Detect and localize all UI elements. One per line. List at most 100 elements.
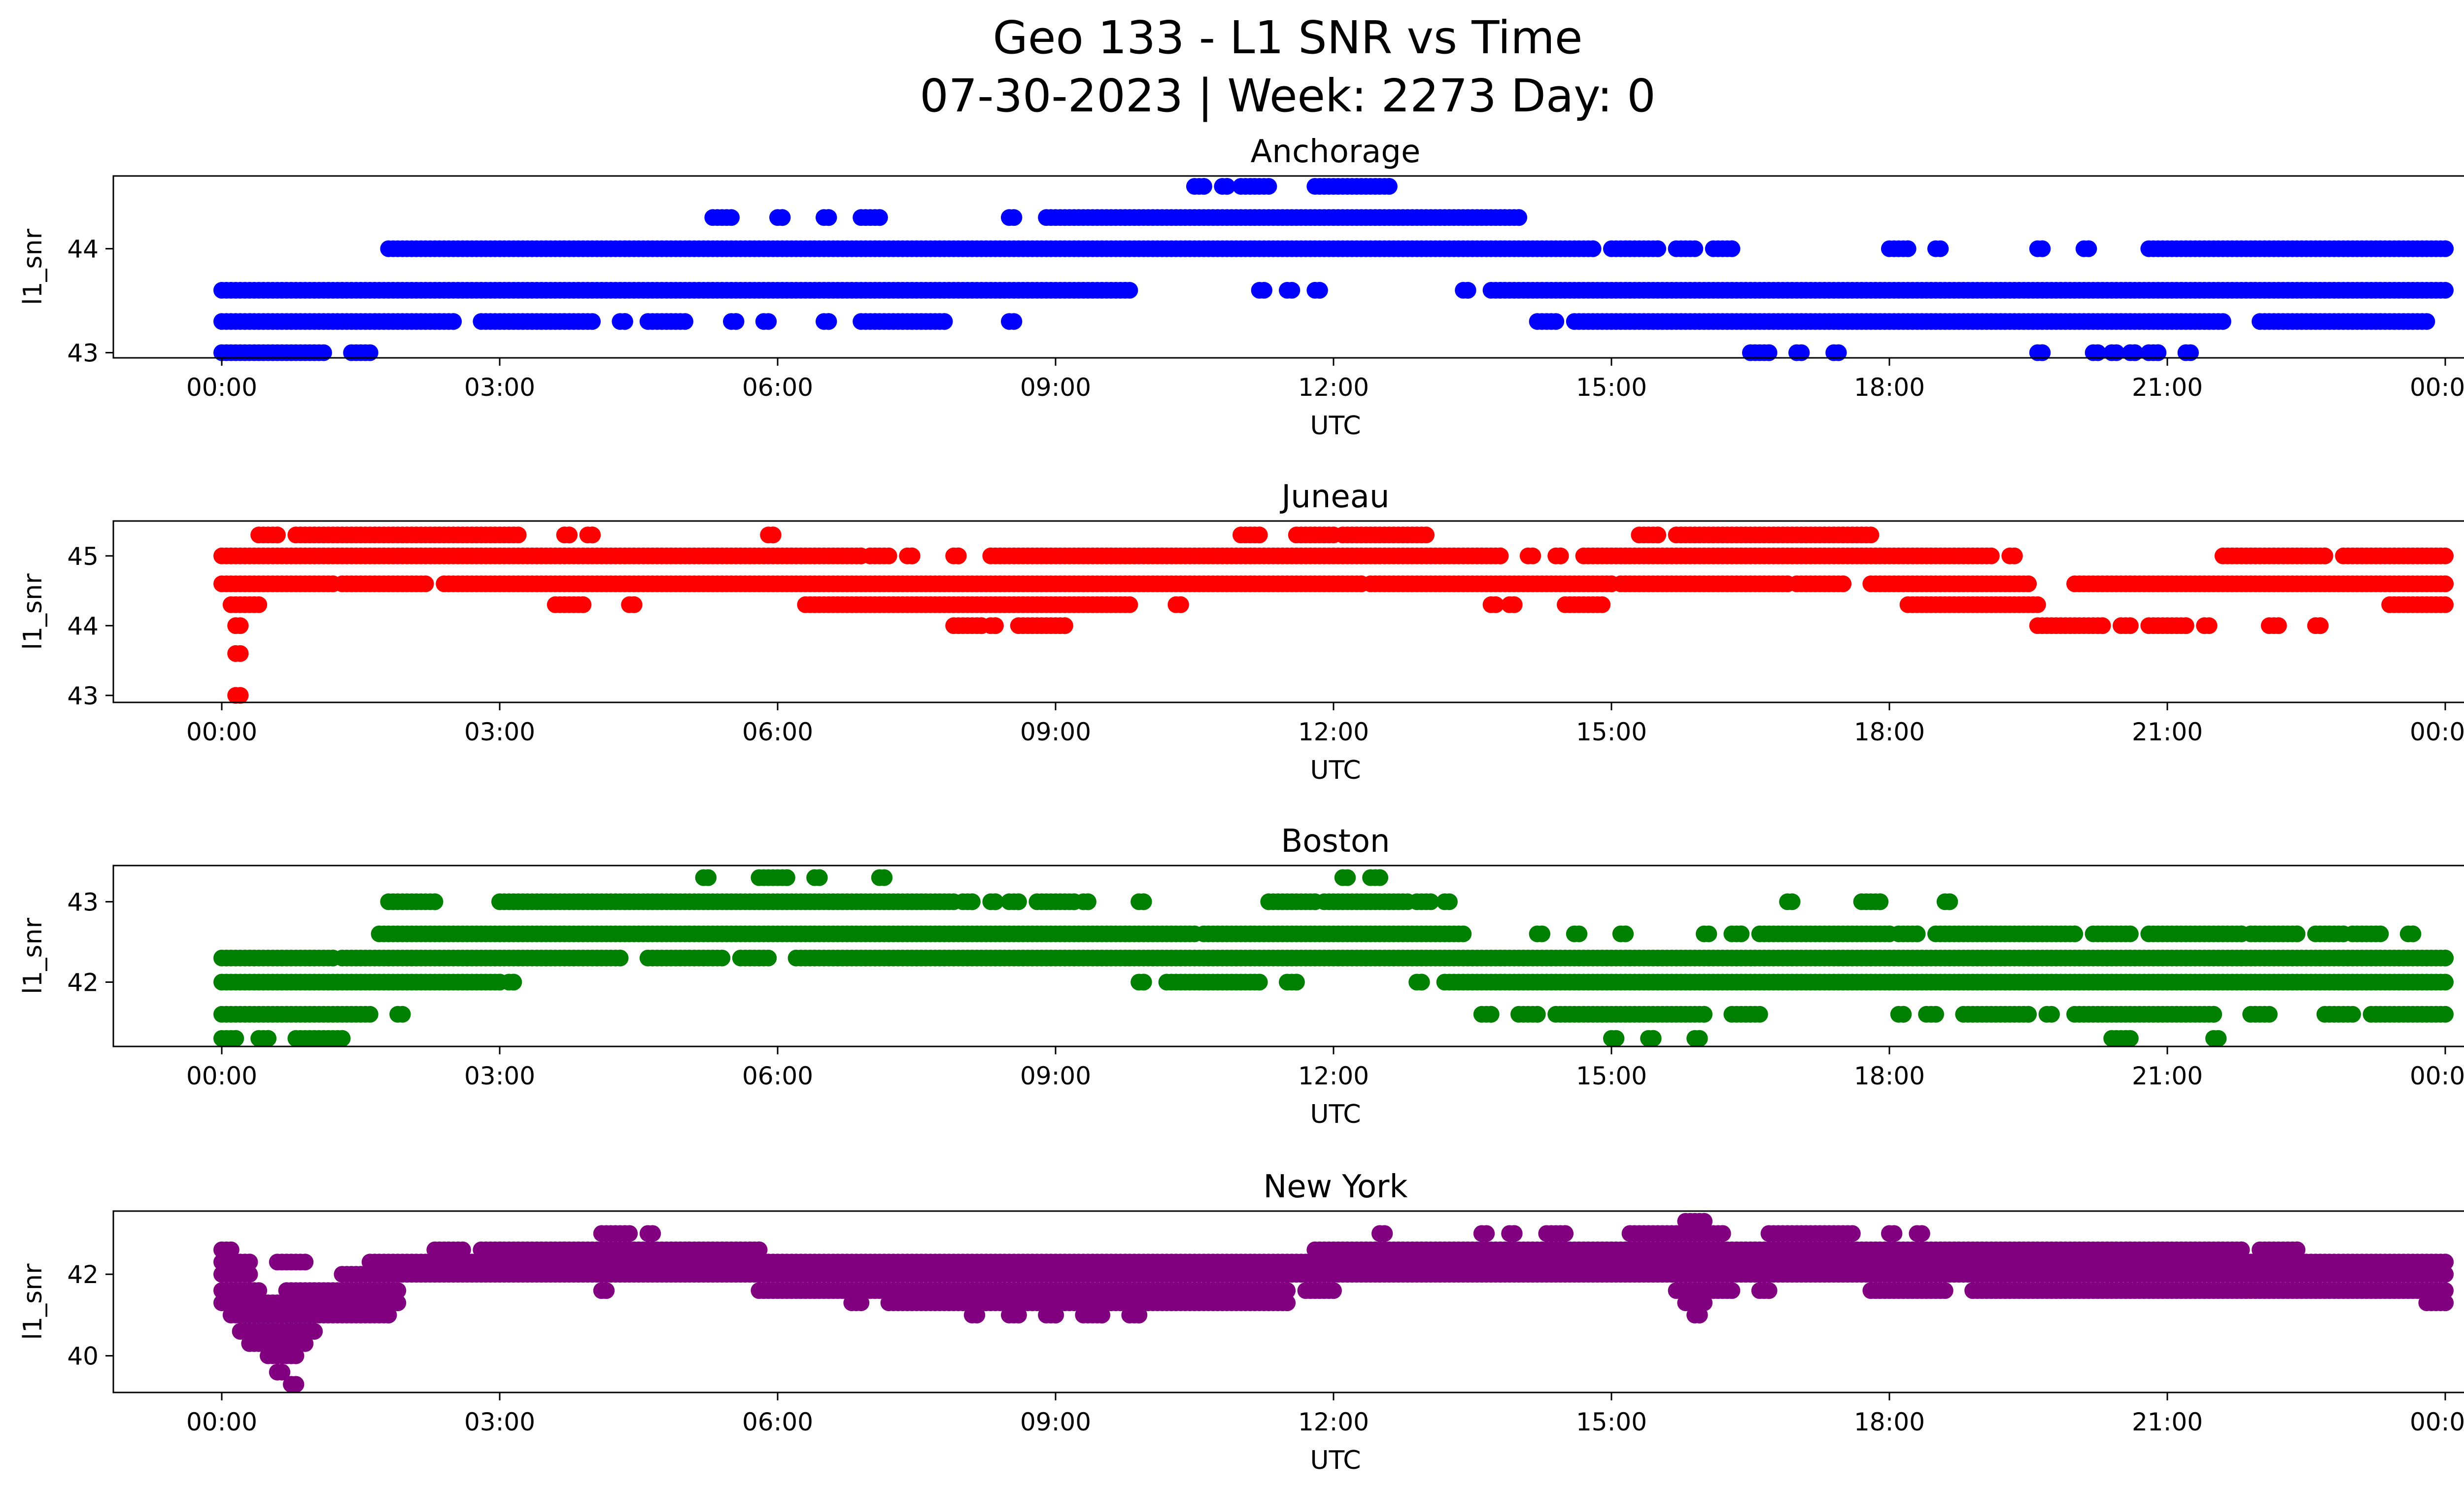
x-tick-label: 06:00 [742,1062,813,1090]
x-tick-label: 15:00 [1576,373,1647,402]
data-point [2372,925,2389,942]
data-point [1510,209,1527,226]
x-tick-label: 09:00 [1020,373,1091,402]
data-point [1941,893,1958,910]
data-point [445,313,462,330]
data-point [811,869,828,886]
data-point [2029,596,2046,613]
y-axis-label: l1_snr [18,917,48,994]
data-point [389,1282,407,1299]
data-point [625,596,643,613]
x-tick-label: 03:00 [464,718,535,746]
data-point [2205,1006,2222,1023]
data-point [232,687,249,704]
data-point [903,547,921,564]
data-point [575,596,592,613]
data-point [1723,1282,1741,1299]
x-tick-label: 12:00 [1298,718,1369,746]
data-point [950,547,967,564]
x-tick-label: 12:00 [1298,373,1369,402]
data-point [315,344,332,361]
data-point [820,313,837,330]
data-point [2437,1006,2454,1023]
data-point [1608,1030,1625,1047]
data-point [584,526,601,544]
x-tick-label: 09:00 [1020,718,1091,746]
data-point [1899,240,1916,257]
data-point [306,1323,323,1340]
data-point [1751,1006,1768,1023]
data-point [1413,973,1430,991]
data-point [1079,893,1096,910]
data-point [2006,547,2023,564]
x-tick-label: 18:00 [1854,1062,1925,1090]
data-point [1459,281,1476,299]
data-point [936,313,953,330]
data-point [2344,1006,2361,1023]
data-point [778,869,795,886]
data-point [2150,344,2167,361]
data-point [1005,209,1023,226]
data-point [361,344,378,361]
x-tick-label: 00:00 [2410,373,2464,402]
data-point [700,869,717,886]
data-point [269,526,286,544]
data-point [1760,344,1778,361]
data-point [1529,1006,1546,1023]
data-point [820,209,837,226]
data-point [760,313,777,330]
data-point [1830,344,1847,361]
data-point [2177,617,2194,634]
x-tick-label: 03:00 [464,1062,535,1090]
panel-title: Anchorage [1251,134,1421,170]
data-point [2182,344,2199,361]
data-point [2126,344,2144,361]
data-point [227,1030,244,1047]
data-point [1492,547,1509,564]
data-point [1121,281,1138,299]
x-tick-label: 15:00 [1576,1062,1647,1090]
data-point [1135,973,1152,991]
data-point [1927,1006,1944,1023]
x-tick-label: 18:00 [1854,373,1925,402]
data-point [1584,240,1602,257]
data-point [1534,925,1550,942]
data-point [1895,1006,1912,1023]
data-point [1872,893,1889,910]
data-point [1760,1282,1778,1299]
data-point [987,617,1004,634]
x-tick-label: 15:00 [1576,718,1647,746]
data-point [250,1282,268,1299]
data-points [213,869,2454,1047]
data-point [2020,575,2037,592]
data-point [1283,281,1300,299]
x-axis-label: UTC [1310,1100,1361,1129]
data-point [2043,1006,2060,1023]
data-point [880,547,897,564]
x-tick-label: 09:00 [1020,1062,1091,1090]
x-tick-label: 21:00 [2132,1062,2203,1090]
data-point [1700,925,1717,942]
data-point [1172,596,1189,613]
data-point [2034,240,2051,257]
data-point [417,575,434,592]
data-point [1010,893,1027,910]
data-point [510,526,527,544]
data-point [2080,240,2097,257]
data-point [1339,869,1356,886]
data-point [677,313,693,330]
data-point [2214,313,2231,330]
data-point [2437,575,2454,592]
y-tick-label: 45 [67,542,99,571]
x-tick-label: 21:00 [2132,718,2203,746]
data-point [1441,893,1458,910]
data-point [1936,1282,1953,1299]
data-point [1909,925,1926,942]
data-point [714,949,731,967]
data-point [616,313,633,330]
data-point [1983,547,2000,564]
data-point [1552,547,1569,564]
y-tick-label: 44 [67,235,99,264]
y-axis-label: l1_snr [18,228,48,305]
